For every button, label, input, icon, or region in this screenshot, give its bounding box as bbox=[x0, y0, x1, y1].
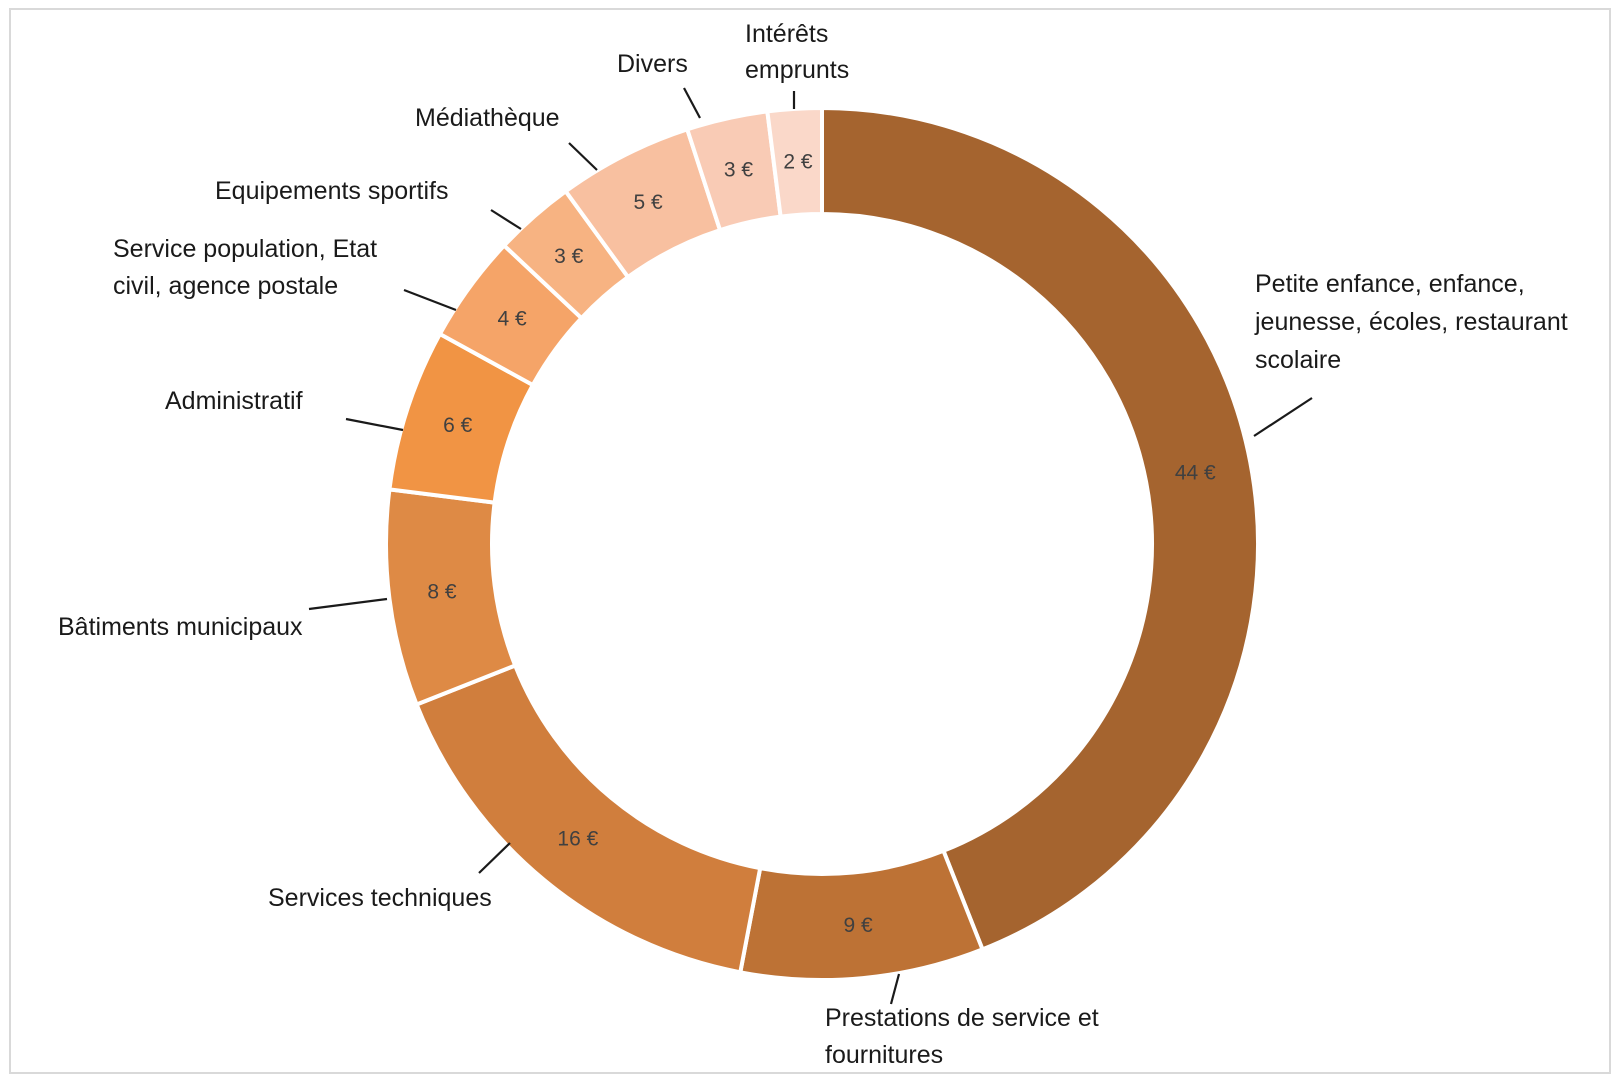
value-label-batiments-municipaux: 8 € bbox=[427, 581, 457, 604]
category-label-batiments-municipaux: Bâtiments municipaux bbox=[58, 613, 303, 641]
leader-line-mediatheque bbox=[568, 142, 598, 171]
value-label-petite-enfance-enfance-jeunesse-ecoles-restaurant-scolaire: 44 € bbox=[1175, 461, 1216, 484]
value-label-services-techniques: 16 € bbox=[557, 828, 598, 851]
leader-line-prestations-de-service-et-fournitures bbox=[889, 973, 901, 1005]
category-label-petite-enfance-enfance-jeunesse-ecoles-restaurant-scolaire: Petite enfance, enfance, jeunesse, écoles… bbox=[1254, 270, 1568, 374]
value-label-mediatheque: 5 € bbox=[634, 191, 664, 214]
value-label-divers: 3 € bbox=[724, 159, 754, 182]
leader-line-divers bbox=[683, 87, 701, 119]
leader-line-services-techniques bbox=[478, 842, 511, 874]
category-label-administratif: Administratif bbox=[165, 387, 303, 415]
donut-slice-petite-enfance-enfance-jeunesse-ecoles-restaurant-scolaire bbox=[820, 105, 1260, 952]
category-label-prestations-de-service-et-fournitures: Prestations de service et fournitures bbox=[825, 1004, 1099, 1069]
category-label-service-population-etat-civil-agence-postale: Service population, Etat civil, agence po… bbox=[113, 235, 377, 300]
value-label-service-population-etat-civil-agence-postale: 4 € bbox=[498, 307, 528, 330]
value-label-equipements-sportifs: 3 € bbox=[554, 245, 584, 268]
donut-slice-interets-emprunts bbox=[765, 105, 824, 219]
category-label-divers: Divers bbox=[617, 50, 688, 78]
donut-slice-services-techniques bbox=[414, 662, 763, 975]
category-label-mediatheque: Médiathèque bbox=[415, 104, 560, 132]
value-label-prestations-de-service-et-fournitures: 9 € bbox=[843, 914, 873, 937]
value-label-interets-emprunts: 2 € bbox=[783, 150, 813, 173]
value-label-administratif: 6 € bbox=[443, 414, 473, 437]
leader-line-equipements-sportifs bbox=[490, 209, 522, 230]
leader-line-service-population-etat-civil-agence-postale bbox=[403, 288, 457, 312]
leader-line-administratif bbox=[345, 417, 404, 432]
category-label-interets-emprunts: Intérêts emprunts bbox=[745, 20, 849, 84]
leader-line-petite-enfance-enfance-jeunesse-ecoles-restaurant-scolaire bbox=[1253, 397, 1313, 437]
category-label-equipements-sportifs: Equipements sportifs bbox=[215, 177, 448, 205]
leader-line-batiments-municipaux bbox=[308, 597, 388, 611]
category-label-services-techniques: Services techniques bbox=[268, 884, 492, 912]
